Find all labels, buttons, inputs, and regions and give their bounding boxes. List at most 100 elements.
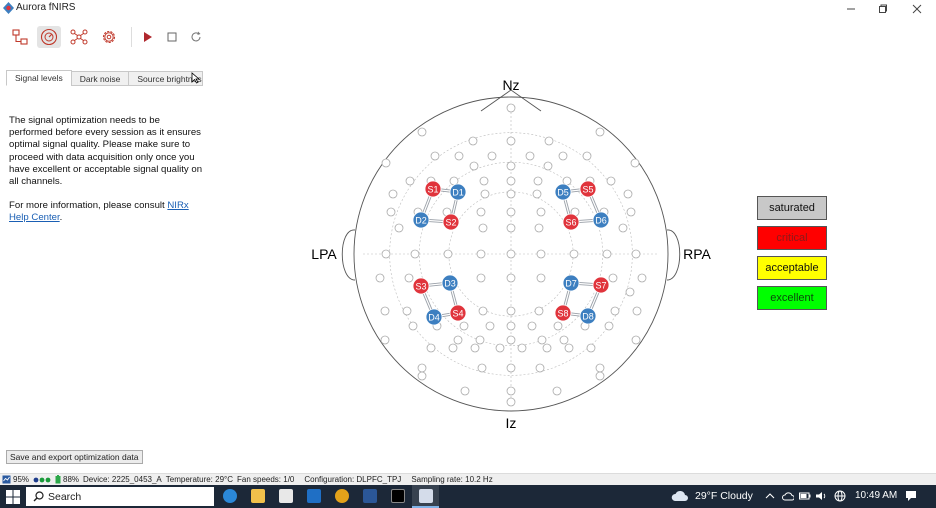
source-s4 [449, 304, 467, 322]
grid-position-13-5 [610, 306, 620, 316]
language-globe-icon[interactable] [834, 490, 846, 502]
grid-position-14-0 [408, 321, 418, 331]
edge-icon[interactable] [223, 489, 237, 503]
device-text: Device: 2225_0453_A [83, 475, 162, 484]
detector-d6 [592, 211, 610, 229]
active-app-indicator [412, 485, 439, 508]
grid-position-1-1 [595, 127, 605, 137]
cloud-icon [671, 490, 688, 501]
volume-icon[interactable] [816, 491, 828, 501]
battery-icon [55, 475, 61, 484]
refresh-button[interactable] [184, 26, 208, 48]
grid-position-8-8 [626, 207, 636, 217]
grid-position-16-0 [426, 343, 436, 353]
close-button[interactable] [902, 0, 932, 17]
detector-d3 [441, 274, 459, 292]
source-label-s5: S5 [582, 184, 593, 194]
chrome-icon[interactable] [335, 489, 349, 503]
window-title: Aurora fNIRS [16, 2, 76, 13]
grid-position-14-2 [459, 321, 469, 331]
app-logo-icon [3, 2, 14, 14]
windows-logo-icon [6, 490, 20, 504]
minimize-icon [847, 8, 855, 9]
grid-position-16-6 [564, 343, 574, 353]
grid-position-13-2 [478, 306, 488, 316]
grid-position-7-1 [480, 189, 490, 199]
grid-position-10-2 [443, 249, 453, 259]
lpa-label: LPA [311, 246, 337, 262]
store-icon[interactable] [279, 489, 293, 503]
grid-position-9-3 [534, 223, 544, 233]
grid-position-9-0 [394, 223, 404, 233]
detector-d8 [579, 307, 597, 325]
source-label-s1: S1 [427, 184, 438, 194]
grid-position-9-2 [506, 223, 516, 233]
detector-label-d4: D4 [428, 312, 440, 322]
grid-position-3-0 [430, 151, 440, 161]
help-center-link[interactable]: NIRx Help Center [9, 200, 189, 224]
grid-position-11-1 [404, 273, 414, 283]
montage-button[interactable] [67, 26, 91, 48]
mail-icon[interactable] [307, 489, 321, 503]
grid-position-14-3 [485, 321, 495, 331]
network-icon [70, 29, 88, 45]
grid-position-13-3 [506, 306, 516, 316]
iz-label: Iz [506, 415, 517, 431]
grid-position-12-0 [625, 287, 635, 297]
source-label-s7: S7 [595, 280, 606, 290]
save-export-button[interactable]: Save and export optimization data [6, 450, 143, 464]
cpu-icon [2, 475, 11, 484]
grid-position-10-7 [602, 249, 612, 259]
app-icon[interactable] [363, 489, 377, 503]
signal-optimization-button[interactable] [37, 26, 61, 48]
detector-label-d2: D2 [415, 215, 427, 225]
aurora-taskbar-icon[interactable] [419, 489, 433, 503]
grid-position-14-8 [604, 321, 614, 331]
nose-outline [480, 89, 542, 112]
tab-dark-noise[interactable]: Dark noise [70, 71, 130, 86]
grid-position-15-0 [380, 335, 390, 345]
cloud-sync-icon[interactable] [782, 491, 794, 501]
restore-button[interactable] [868, 0, 898, 17]
grid-position-3-3 [525, 151, 535, 161]
hierarchy-button[interactable] [8, 26, 32, 48]
notifications-icon[interactable] [905, 490, 917, 502]
tab-signal-levels[interactable]: Signal levels [6, 70, 72, 86]
grid-position-3-1 [454, 151, 464, 161]
play-icon [144, 32, 152, 42]
battery-tray-icon[interactable] [799, 491, 811, 501]
play-button[interactable] [136, 26, 160, 48]
head-montage: S1 S2 S3 S4 S5 S6 S7 S8 D1 D2 D3 D4 D5 D6 D7 D8 Nz Iz L… [311, 77, 711, 431]
file-explorer-icon[interactable] [251, 489, 265, 503]
minimize-button[interactable] [836, 0, 866, 17]
chevron-up-icon[interactable] [765, 492, 775, 500]
source-s8 [554, 304, 572, 322]
settings-button[interactable] [97, 26, 121, 48]
detector-label-d8: D8 [582, 311, 594, 321]
connection-dots-icon [33, 477, 51, 482]
taskbar-search[interactable]: Search [26, 487, 214, 506]
start-button[interactable] [6, 490, 20, 504]
source-label-s8: S8 [557, 308, 568, 318]
gauge-icon [40, 28, 58, 46]
grid-position-11-4 [536, 273, 546, 283]
stop-button[interactable] [160, 26, 184, 48]
grid-position-10-3 [476, 249, 486, 259]
weather-text: 29°F Cloudy [695, 490, 753, 502]
clock-text[interactable]: 10:49 AM [855, 490, 898, 501]
tab-source-brightness[interactable]: Source brightness [128, 71, 204, 86]
grid-position-5-1 [506, 161, 516, 171]
grid-position-17-4 [595, 363, 605, 373]
grid-position-17-0 [417, 363, 427, 373]
grid-position-17-2 [506, 363, 516, 373]
gear-icon [102, 30, 116, 44]
grid-position-11-2 [476, 273, 486, 283]
grid-position-11-6 [637, 273, 647, 283]
title-bar: Aurora fNIRS [0, 0, 936, 17]
terminal-icon[interactable] [391, 489, 405, 503]
grid-position-16-2 [470, 343, 480, 353]
grid-position-2-2 [544, 136, 554, 146]
info-more-prefix: For more information, please consult [9, 200, 168, 212]
grid-position-7-3 [532, 189, 542, 199]
refresh-icon [191, 31, 201, 42]
